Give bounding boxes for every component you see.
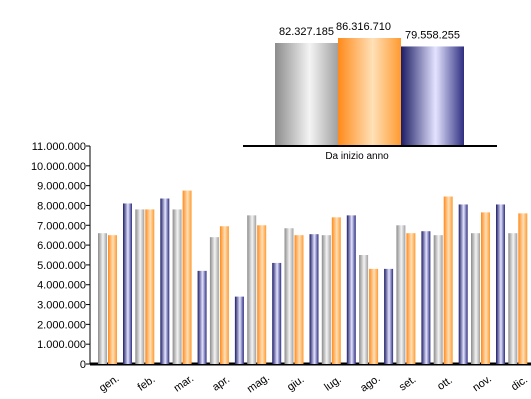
y-tick-label: 10.000.000 [31,161,86,173]
y-tick-label: 2.000.000 [37,319,86,331]
bar-mag-s1 [247,215,257,364]
x-tick-label: nov. [471,373,494,394]
bar-dic-s2 [518,213,528,364]
ytd-bar-2 [338,38,401,146]
bar-gen-s2 [108,235,117,364]
x-tick-label: set. [397,374,418,394]
ytd-x-axis-label: Da inizio anno [325,151,389,162]
ytd-bar-3 [401,46,464,146]
x-tick-label: giu. [285,374,306,394]
bar-mag-s3 [272,262,282,364]
bar-nov-s2 [481,212,490,364]
bar-lug-s1 [321,235,331,364]
y-tick-label: 3.000.000 [37,300,86,312]
bar-apr-s3 [234,296,244,364]
bar-set-s2 [406,233,416,364]
y-tick-label: 5.000.000 [37,260,86,272]
bar-mag-s2 [257,225,267,364]
bar-ago-s2 [369,268,379,364]
bar-nov-s1 [471,233,480,364]
ytd-value-label: 82.327.185 [279,26,334,38]
bar-gen-s3 [123,203,132,364]
bar-gen-s1 [98,233,107,364]
ytd-bar-1 [275,42,338,147]
bar-ott-s3 [458,204,468,364]
y-tick-label: 1.000.000 [37,339,86,351]
x-tick-label: dic. [509,374,530,394]
x-tick-label: lug. [322,374,343,394]
ytd-value-label: 79.558.255 [405,29,460,41]
x-tick-label: ott. [435,374,454,393]
bar-apr-s2 [219,226,229,364]
bar-set-s1 [396,225,406,364]
bar-ago-s3 [384,268,394,364]
y-tick-label: 11.000.000 [32,141,86,153]
x-tick-label: feb. [136,373,158,393]
y-tick-label: 8.000.000 [37,200,86,212]
x-tick-label: mar. [172,372,196,394]
bar-nov-s3 [496,204,505,364]
bar-lug-s3 [346,215,356,364]
y-tick-label: 6.000.000 [37,240,86,252]
x-tick-label: gen. [97,372,121,394]
bar-giu-s1 [284,228,294,364]
x-tick-label: apr. [210,373,232,393]
bar-apr-s1 [209,237,219,364]
bar-ott-s2 [443,196,453,364]
bar-giu-s3 [309,234,319,364]
y-tick-label: 4.000.000 [37,280,86,292]
y-tick-label: 9.000.000 [37,181,86,193]
bar-giu-s2 [294,235,304,364]
bar-mar-s2 [182,190,192,364]
y-tick-label: 7.000.000 [37,220,86,232]
bar-feb-s3 [160,198,170,364]
monthly-chart: 0 1.000.000 2.000.000 3.000.000 4.000.000 5.0… [31,141,531,395]
bar-set-s3 [421,231,431,364]
bar-dic-s1 [508,233,518,364]
x-tick-label: mag. [245,372,272,396]
bar-ago-s1 [359,255,369,364]
bar-feb-s2 [145,209,155,364]
y-tick-label: 0 [80,359,86,371]
bar-lug-s2 [331,217,341,364]
ytd-chart: 82.327.185 86.316.710 79.558.255 Da inizio … [243,21,497,162]
bar-feb-s1 [135,209,145,364]
bar-mar-s1 [172,209,182,364]
bar-mar-s3 [197,270,207,364]
x-tick-label: ago. [358,372,382,394]
ytd-value-label: 86.316.710 [336,21,391,33]
bar-ott-s1 [433,235,443,364]
